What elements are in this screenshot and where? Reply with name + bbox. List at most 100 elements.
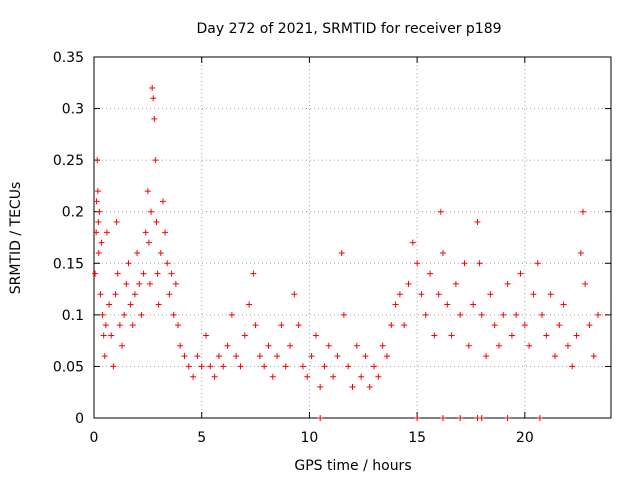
data-point bbox=[241, 332, 248, 339]
data-point bbox=[148, 208, 155, 215]
data-point bbox=[414, 415, 421, 421]
data-point bbox=[536, 415, 543, 421]
data-point bbox=[325, 342, 332, 349]
data-point bbox=[116, 322, 123, 329]
data-point bbox=[233, 353, 240, 360]
data-point bbox=[168, 270, 175, 277]
data-point bbox=[448, 332, 455, 339]
y-tick-label: 0.35 bbox=[53, 50, 84, 66]
data-point bbox=[151, 115, 158, 122]
data-point bbox=[366, 384, 373, 391]
data-point bbox=[220, 363, 227, 370]
x-axis-label: GPS time / hours bbox=[294, 458, 411, 474]
y-axis: 0 0.05 0.1 0.15 0.2 0.25 0.3 0.35 bbox=[53, 50, 611, 427]
data-point bbox=[256, 353, 263, 360]
data-point bbox=[330, 373, 337, 380]
y-axis-label: SRMTID / TECUs bbox=[8, 182, 24, 295]
x-tick-label: 15 bbox=[408, 430, 426, 446]
data-point bbox=[457, 415, 464, 421]
data-point bbox=[405, 280, 412, 287]
data-point bbox=[140, 270, 147, 277]
data-point bbox=[155, 301, 162, 308]
data-point bbox=[577, 249, 584, 256]
data-point bbox=[261, 363, 268, 370]
data-point bbox=[147, 280, 154, 287]
data-point bbox=[439, 415, 446, 421]
data-point bbox=[383, 353, 390, 360]
data-point bbox=[560, 301, 567, 308]
y-tick-label: 0.25 bbox=[53, 153, 84, 169]
data-point bbox=[495, 342, 502, 349]
data-point bbox=[461, 260, 468, 267]
data-point bbox=[321, 363, 328, 370]
data-point bbox=[166, 291, 173, 298]
data-point bbox=[103, 229, 110, 236]
x-tick-label: 5 bbox=[197, 430, 206, 446]
data-point bbox=[93, 229, 100, 236]
y-tick-label: 0.15 bbox=[53, 256, 84, 272]
data-point bbox=[194, 353, 201, 360]
data-point bbox=[569, 363, 576, 370]
data-point bbox=[295, 322, 302, 329]
data-point bbox=[142, 229, 149, 236]
data-point bbox=[190, 373, 197, 380]
data-point bbox=[508, 332, 515, 339]
data-point bbox=[530, 291, 537, 298]
data-point bbox=[491, 322, 498, 329]
data-point bbox=[396, 291, 403, 298]
data-point bbox=[539, 311, 546, 318]
data-point bbox=[125, 260, 132, 267]
x-axis: 0 5 10 15 20 bbox=[90, 57, 534, 446]
data-point bbox=[94, 157, 101, 164]
data-point bbox=[96, 208, 103, 215]
data-point bbox=[312, 332, 319, 339]
data-point bbox=[185, 363, 192, 370]
data-point bbox=[353, 342, 360, 349]
data-point bbox=[478, 415, 485, 421]
data-point bbox=[418, 291, 425, 298]
data-point bbox=[308, 353, 315, 360]
data-point bbox=[547, 291, 554, 298]
data-point bbox=[474, 219, 481, 226]
data-point bbox=[414, 260, 421, 267]
data-point bbox=[282, 363, 289, 370]
data-point bbox=[590, 353, 597, 360]
data-point bbox=[579, 208, 586, 215]
data-point bbox=[345, 363, 352, 370]
data-point bbox=[422, 311, 429, 318]
data-point bbox=[121, 311, 128, 318]
data-point bbox=[452, 280, 459, 287]
data-point bbox=[177, 342, 184, 349]
data-point bbox=[172, 280, 179, 287]
data-point bbox=[573, 332, 580, 339]
data-point bbox=[362, 353, 369, 360]
data-point bbox=[500, 311, 507, 318]
data-point bbox=[203, 332, 210, 339]
data-point bbox=[457, 311, 464, 318]
data-point bbox=[136, 280, 143, 287]
data-point bbox=[127, 301, 134, 308]
data-point bbox=[154, 270, 161, 277]
data-point bbox=[106, 301, 113, 308]
data-point bbox=[112, 291, 119, 298]
data-point bbox=[228, 311, 235, 318]
data-point bbox=[349, 384, 356, 391]
data-point bbox=[181, 353, 188, 360]
data-point bbox=[101, 353, 108, 360]
data-point bbox=[207, 363, 214, 370]
data-point bbox=[517, 270, 524, 277]
data-point bbox=[157, 249, 164, 256]
data-point bbox=[338, 249, 345, 256]
data-point bbox=[252, 322, 259, 329]
data-point bbox=[102, 322, 109, 329]
data-point bbox=[123, 280, 130, 287]
data-point bbox=[392, 301, 399, 308]
data-point bbox=[98, 239, 105, 246]
data-point bbox=[250, 270, 257, 277]
data-point bbox=[521, 322, 528, 329]
data-point bbox=[95, 249, 102, 256]
data-point bbox=[439, 249, 446, 256]
data-point bbox=[431, 332, 438, 339]
data-point bbox=[237, 363, 244, 370]
